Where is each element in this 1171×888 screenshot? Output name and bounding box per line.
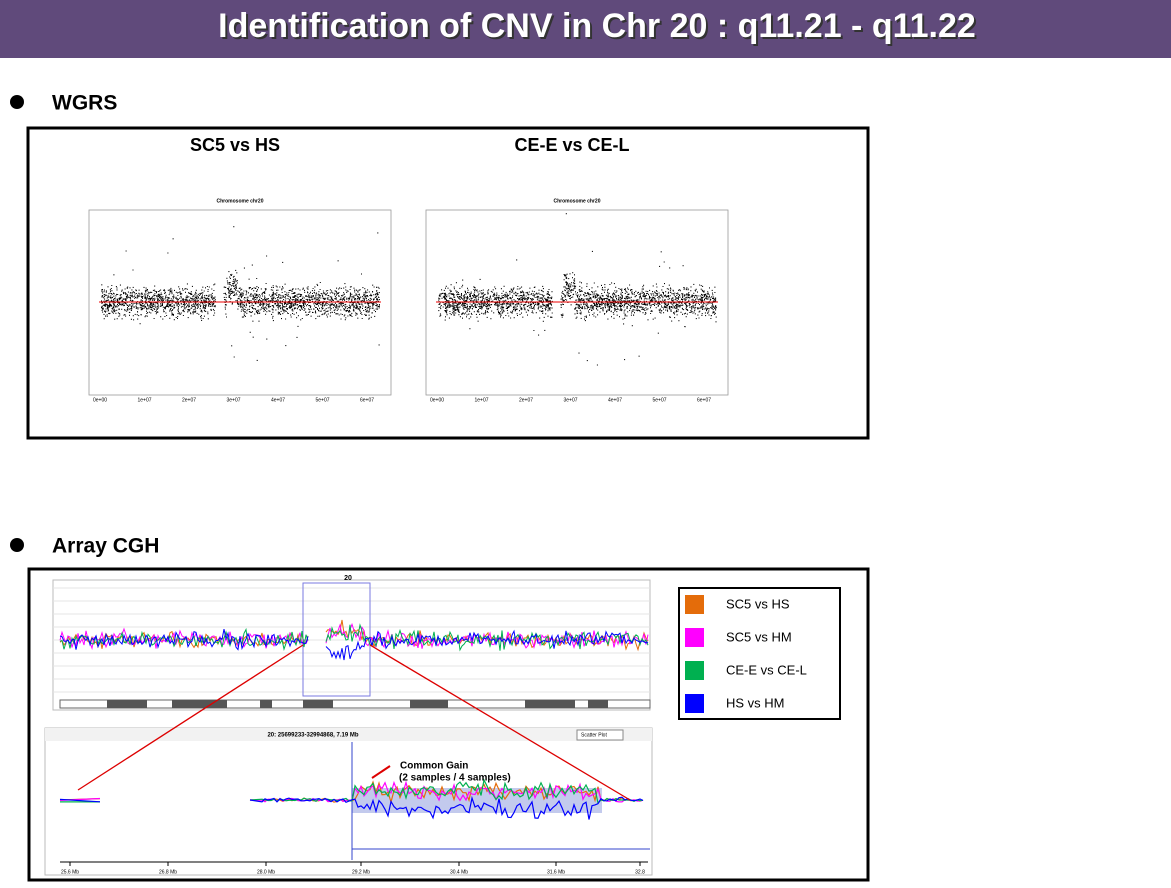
overview-frame <box>52 579 651 711</box>
annotation-arrow <box>371 765 391 779</box>
zoom-link <box>369 644 631 801</box>
ideogram-band <box>525 700 575 708</box>
section-label: WGRS <box>52 92 117 115</box>
legend-label: CE-E vs CE-L <box>726 662 807 677</box>
annotation: (2 samples / 4 samples) <box>399 773 511 784</box>
x-tick-label: 32.8 <box>635 869 645 875</box>
legend-swatch <box>685 694 704 713</box>
ideogram-band <box>303 700 333 708</box>
ideogram-band <box>107 700 147 708</box>
wgrs-box <box>26 126 870 440</box>
x-tick-label: 3e+07 <box>226 397 240 403</box>
x-tick-label: 4e+07 <box>271 397 285 403</box>
plot-title: Chromosome chr20 <box>554 198 601 204</box>
detail-trace <box>59 795 644 820</box>
section-label: Array CGH <box>52 535 159 558</box>
detail-toolbar <box>45 728 652 741</box>
x-tick-label: 29.2 Mb <box>352 869 370 875</box>
x-tick-label: 4e+07 <box>608 397 622 403</box>
legend-swatch <box>685 595 704 614</box>
scatter-dots <box>438 213 717 366</box>
legend-label: SC5 vs HS <box>726 596 790 611</box>
ideogram-band <box>172 700 227 708</box>
ideogram-band <box>260 700 272 708</box>
x-tick-label: 5e+07 <box>315 397 329 403</box>
plot-title: Chromosome chr20 <box>217 198 264 204</box>
x-tick-label: 25.6 Mb <box>61 869 79 875</box>
region-label: 20: 25699233-32994868, 7.19 Mb <box>267 733 358 739</box>
x-tick-label: 26.8 Mb <box>159 869 177 875</box>
x-tick-label: 1e+07 <box>137 397 151 403</box>
x-tick-label: 31.6 Mb <box>547 869 565 875</box>
ideogram <box>59 699 651 709</box>
panel-label: CE-E vs CE-L <box>514 135 629 155</box>
x-tick-label: 2e+07 <box>519 397 533 403</box>
ideogram-band <box>410 700 448 708</box>
chromosome-label: 20 <box>344 575 352 582</box>
view-select <box>576 729 624 741</box>
x-tick-label: 0e+00 <box>93 397 107 403</box>
x-tick-label: 6e+07 <box>697 397 711 403</box>
plot-frame <box>425 209 729 396</box>
x-tick-label: 0e+00 <box>430 397 444 403</box>
legend-label: SC5 vs HM <box>726 629 792 644</box>
bullet <box>10 95 24 109</box>
title-bar <box>0 0 1171 58</box>
panel-label: SC5 vs HS <box>190 135 280 155</box>
legend-swatch <box>685 661 704 680</box>
x-tick-label: 30.4 Mb <box>450 869 468 875</box>
x-tick-label: 28.0 Mb <box>257 869 275 875</box>
x-tick-label: 2e+07 <box>182 397 196 403</box>
x-tick-label: 6e+07 <box>360 397 374 403</box>
plot-frame <box>88 209 392 396</box>
legend-label: HS vs HM <box>726 695 785 710</box>
legend-swatch <box>685 628 704 647</box>
annotation: Common Gain <box>400 761 468 772</box>
cgh-box <box>27 567 870 882</box>
overview-trace <box>59 622 649 651</box>
view-label: Scatter Plot <box>581 732 607 738</box>
title-shadow: Identification of CNV in Chr 20 : q11.21… <box>220 9 978 47</box>
legend-box <box>678 587 841 720</box>
scatter-dots <box>101 226 380 361</box>
x-tick-label: 5e+07 <box>652 397 666 403</box>
x-tick-label: 3e+07 <box>563 397 577 403</box>
x-tick-label: 1e+07 <box>474 397 488 403</box>
overview-trace <box>59 628 649 661</box>
ideogram-band <box>588 700 608 708</box>
zoom-link <box>77 644 304 791</box>
bullet <box>10 538 24 552</box>
title: Identification of CNV in Chr 20 : q11.21… <box>218 7 976 45</box>
